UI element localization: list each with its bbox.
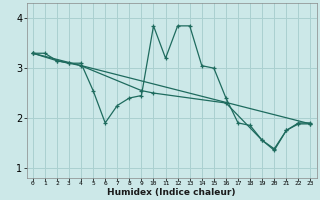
X-axis label: Humidex (Indice chaleur): Humidex (Indice chaleur) — [107, 188, 236, 197]
